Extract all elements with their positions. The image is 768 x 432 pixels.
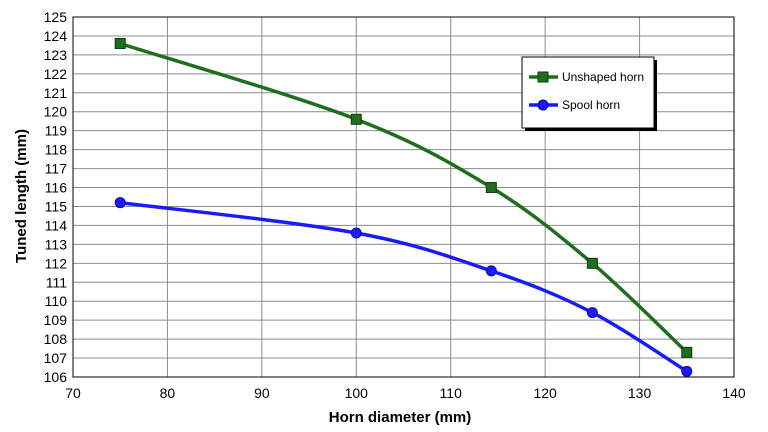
data-point-spool-horn xyxy=(586,307,598,319)
y-axis-label: Tuned length (mm) xyxy=(13,129,30,263)
x-tick-label: 70 xyxy=(65,385,81,401)
y-tick-label: 114 xyxy=(45,217,68,233)
y-tick-label: 112 xyxy=(45,255,68,271)
data-point-spool-horn xyxy=(681,365,693,377)
y-tick-label: 109 xyxy=(44,312,68,328)
x-tick-label: 130 xyxy=(628,385,652,401)
legend-label-unshaped-horn: Unshaped horn xyxy=(562,70,644,84)
data-point-unshaped-horn xyxy=(350,113,362,125)
series-unshaped-horn xyxy=(114,38,693,358)
x-tick-label: 90 xyxy=(254,385,270,401)
legend-box xyxy=(521,56,655,129)
x-axis-label: Horn diameter (mm) xyxy=(329,409,472,426)
y-tick-label: 119 xyxy=(45,123,68,139)
y-tick-label: 117 xyxy=(45,161,68,177)
y-tick-label: 111 xyxy=(46,274,67,290)
y-axis: 106 107 108 109 110 111 112 113 114 115 116 117 118 1… xyxy=(44,9,68,385)
y-tick-label: 115 xyxy=(45,198,68,214)
y-tick-label: 116 xyxy=(45,180,68,196)
y-tick-label: 124 xyxy=(44,28,68,44)
y-tick-label: 107 xyxy=(44,350,68,366)
y-tick-label: 108 xyxy=(44,331,68,347)
y-tick-label: 123 xyxy=(44,47,68,63)
x-tick-label: 120 xyxy=(533,385,557,401)
plot-area xyxy=(72,16,735,378)
y-tick-label: 110 xyxy=(45,293,68,309)
data-point-unshaped-horn xyxy=(586,257,598,269)
data-point-spool-horn xyxy=(350,227,362,239)
series-layer xyxy=(114,38,693,377)
y-tick-label: 113 xyxy=(45,236,68,252)
y-tick-label: 118 xyxy=(45,142,68,158)
x-tick-label: 140 xyxy=(722,385,746,401)
y-tick-label: 106 xyxy=(44,369,68,385)
legend-marker-unshaped-horn xyxy=(537,71,549,83)
series-line-unshaped-horn xyxy=(119,41,688,354)
y-tick-label: 122 xyxy=(44,66,68,82)
y-tick-label: 120 xyxy=(44,104,68,120)
data-point-unshaped-horn xyxy=(485,182,497,194)
legend-label-spool-horn: Spool horn xyxy=(562,98,620,112)
data-point-spool-horn xyxy=(485,265,497,277)
legend-marker-spool-horn xyxy=(537,99,549,111)
x-axis: 70 80 90 100 110 120 130 140 xyxy=(65,385,746,401)
data-point-unshaped-horn xyxy=(681,346,693,358)
x-tick-label: 80 xyxy=(160,385,176,401)
x-tick-label: 100 xyxy=(345,385,369,401)
y-tick-label: 125 xyxy=(44,9,68,25)
data-point-unshaped-horn xyxy=(114,38,126,50)
series-spool-horn xyxy=(114,197,693,377)
legend: Unshaped horn Spool horn xyxy=(521,56,657,131)
series-line-spool-horn xyxy=(119,200,688,373)
y-tick-label: 121 xyxy=(44,85,68,101)
data-point-spool-horn xyxy=(114,197,126,209)
x-tick-label: 110 xyxy=(440,385,463,401)
